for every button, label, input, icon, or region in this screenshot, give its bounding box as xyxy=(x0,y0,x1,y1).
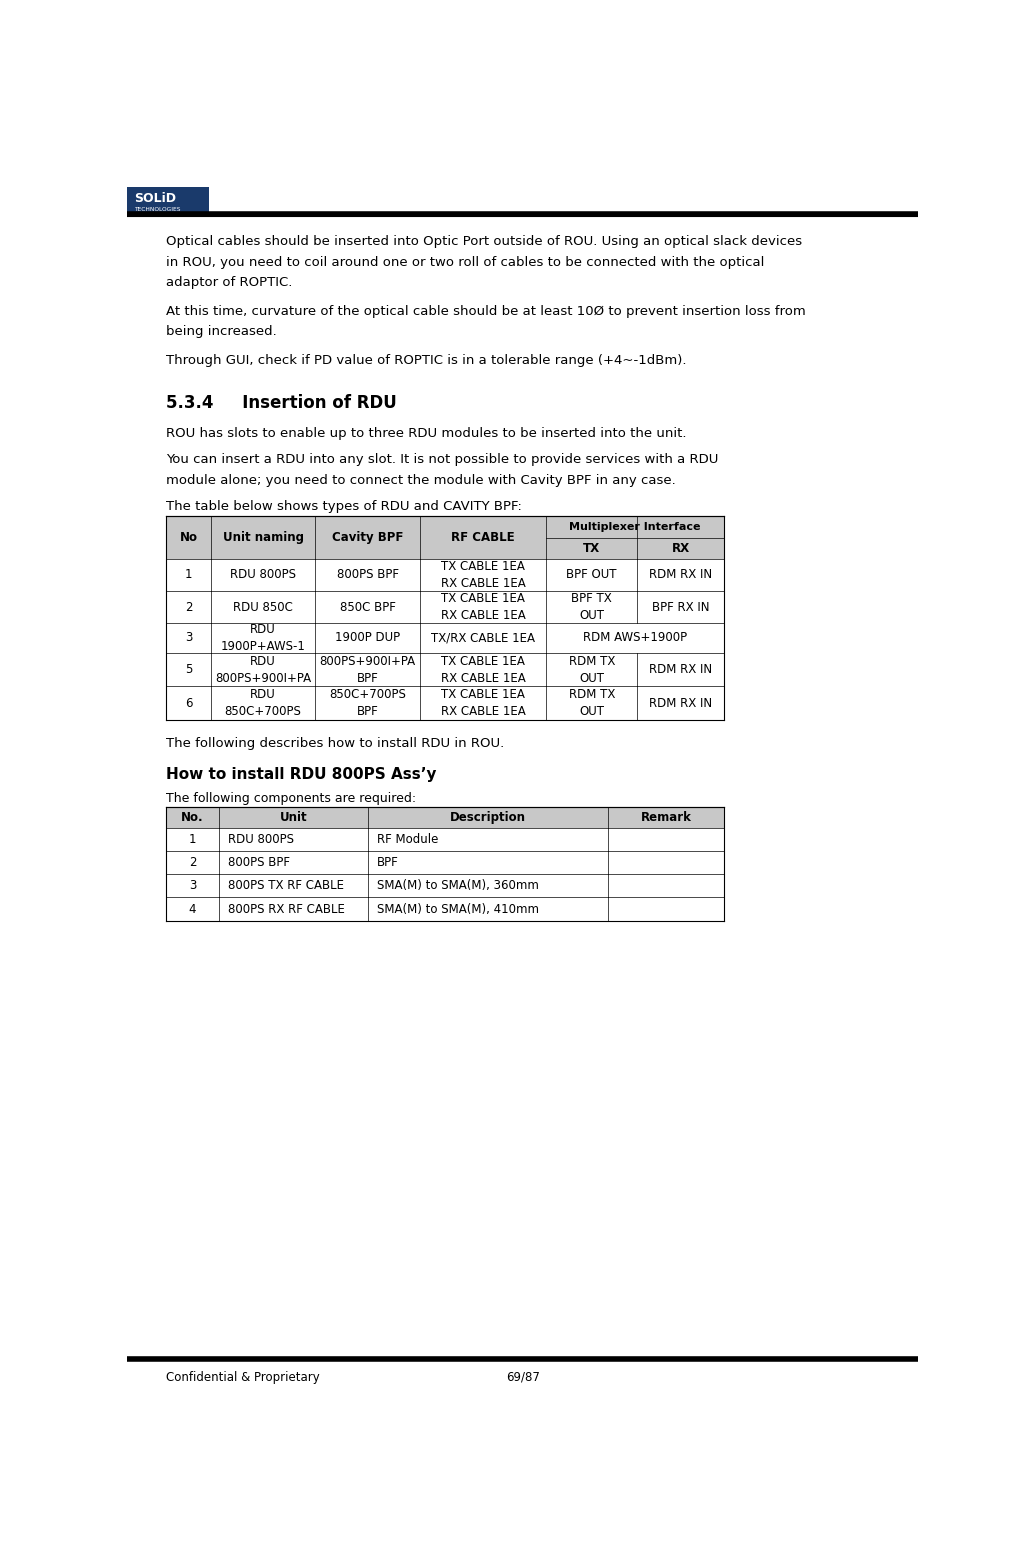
Text: 2: 2 xyxy=(184,601,193,614)
FancyBboxPatch shape xyxy=(166,653,723,686)
Text: Remark: Remark xyxy=(640,811,691,825)
Text: Unit: Unit xyxy=(279,811,307,825)
Text: 3: 3 xyxy=(184,631,193,645)
Text: 6: 6 xyxy=(184,697,193,709)
Text: 5: 5 xyxy=(184,662,193,676)
Text: Optical cables should be inserted into Optic Port outside of ROU. Using an optic: Optical cables should be inserted into O… xyxy=(166,236,802,248)
Text: How to install RDU 800PS Ass’y: How to install RDU 800PS Ass’y xyxy=(166,767,436,781)
Text: 5.3.4     Insertion of RDU: 5.3.4 Insertion of RDU xyxy=(166,394,396,412)
Text: At this time, curvature of the optical cable should be at least 10Ø to prevent i: At this time, curvature of the optical c… xyxy=(166,305,805,317)
FancyBboxPatch shape xyxy=(127,187,209,212)
Text: in ROU, you need to coil around one or two roll of cables to be connected with t: in ROU, you need to coil around one or t… xyxy=(166,256,764,269)
Text: TECHNOLOGIES: TECHNOLOGIES xyxy=(133,206,180,212)
FancyBboxPatch shape xyxy=(166,828,723,851)
FancyBboxPatch shape xyxy=(166,808,723,828)
FancyBboxPatch shape xyxy=(166,559,723,590)
Text: 1: 1 xyxy=(189,833,196,847)
Text: 800PS BPF: 800PS BPF xyxy=(336,569,398,581)
Text: 69/87: 69/87 xyxy=(505,1371,539,1384)
Text: RDU 800PS: RDU 800PS xyxy=(230,569,296,581)
FancyBboxPatch shape xyxy=(166,515,723,539)
Text: RDU
800PS+900I+PA: RDU 800PS+900I+PA xyxy=(215,654,311,684)
Text: TX CABLE 1EA
RX CABLE 1EA: TX CABLE 1EA RX CABLE 1EA xyxy=(440,689,525,719)
Text: RDU 800PS: RDU 800PS xyxy=(228,833,293,847)
Text: 800PS RX RF CABLE: 800PS RX RF CABLE xyxy=(228,903,344,915)
Text: RDM TX
OUT: RDM TX OUT xyxy=(568,689,614,719)
Text: RDM RX IN: RDM RX IN xyxy=(649,569,711,581)
FancyBboxPatch shape xyxy=(166,875,723,898)
Text: TX: TX xyxy=(583,542,600,555)
Text: No: No xyxy=(179,531,198,544)
Text: SMA(M) to SMA(M), 410mm: SMA(M) to SMA(M), 410mm xyxy=(377,903,538,915)
Text: Multiplexer Interface: Multiplexer Interface xyxy=(569,522,700,533)
Text: Unit naming: Unit naming xyxy=(222,531,304,544)
Text: No.: No. xyxy=(181,811,204,825)
Text: You can insert a RDU into any slot. It is not possible to provide services with : You can insert a RDU into any slot. It i… xyxy=(166,453,718,465)
Text: 850C+700PS
BPF: 850C+700PS BPF xyxy=(329,689,406,719)
Text: RDM RX IN: RDM RX IN xyxy=(649,697,711,709)
Text: BPF TX
OUT: BPF TX OUT xyxy=(571,592,611,622)
Text: 4: 4 xyxy=(189,903,196,915)
Text: RDU 850C: RDU 850C xyxy=(233,601,292,614)
Text: Cavity BPF: Cavity BPF xyxy=(332,531,404,544)
Text: 3: 3 xyxy=(189,879,196,892)
Text: BPF OUT: BPF OUT xyxy=(566,569,616,581)
Text: RX: RX xyxy=(672,542,689,555)
Text: The table below shows types of RDU and CAVITY BPF:: The table below shows types of RDU and C… xyxy=(166,500,522,514)
Text: The following describes how to install RDU in ROU.: The following describes how to install R… xyxy=(166,737,504,750)
Text: 2: 2 xyxy=(189,856,196,870)
Text: adaptor of ROPTIC.: adaptor of ROPTIC. xyxy=(166,276,292,289)
Text: 800PS+900I+PA
BPF: 800PS+900I+PA BPF xyxy=(319,654,416,684)
Text: RF CABLE: RF CABLE xyxy=(451,531,515,544)
Text: 1900P DUP: 1900P DUP xyxy=(335,631,399,645)
Text: Description: Description xyxy=(449,811,526,825)
FancyBboxPatch shape xyxy=(166,898,723,920)
Text: TX CABLE 1EA
RX CABLE 1EA: TX CABLE 1EA RX CABLE 1EA xyxy=(440,559,525,590)
Text: 1: 1 xyxy=(184,569,193,581)
Text: TX/RX CABLE 1EA: TX/RX CABLE 1EA xyxy=(431,631,535,645)
Text: RDU
1900P+AWS-1: RDU 1900P+AWS-1 xyxy=(220,623,306,653)
FancyBboxPatch shape xyxy=(166,623,723,653)
FancyBboxPatch shape xyxy=(166,851,723,875)
Text: TX CABLE 1EA
RX CABLE 1EA: TX CABLE 1EA RX CABLE 1EA xyxy=(440,654,525,684)
Text: Through GUI, check if PD value of ROPTIC is in a tolerable range (+4~-1dBm).: Through GUI, check if PD value of ROPTIC… xyxy=(166,353,686,367)
Text: RDM RX IN: RDM RX IN xyxy=(649,662,711,676)
Text: BPF: BPF xyxy=(377,856,398,870)
FancyBboxPatch shape xyxy=(166,686,723,720)
Text: 850C BPF: 850C BPF xyxy=(339,601,395,614)
Text: BPF RX IN: BPF RX IN xyxy=(651,601,709,614)
Text: RDM TX
OUT: RDM TX OUT xyxy=(568,654,614,684)
Text: ROU has slots to enable up to three RDU modules to be inserted into the unit.: ROU has slots to enable up to three RDU … xyxy=(166,426,686,439)
Text: module alone; you need to connect the module with Cavity BPF in any case.: module alone; you need to connect the mo… xyxy=(166,473,676,487)
Text: RF Module: RF Module xyxy=(377,833,438,847)
FancyBboxPatch shape xyxy=(166,590,723,623)
Text: Confidential & Proprietary: Confidential & Proprietary xyxy=(166,1371,320,1384)
Text: RDU
850C+700PS: RDU 850C+700PS xyxy=(224,689,302,719)
Text: SMA(M) to SMA(M), 360mm: SMA(M) to SMA(M), 360mm xyxy=(377,879,538,892)
Text: The following components are required:: The following components are required: xyxy=(166,792,416,804)
Text: RDM AWS+1900P: RDM AWS+1900P xyxy=(583,631,687,645)
FancyBboxPatch shape xyxy=(166,539,723,559)
Text: 800PS BPF: 800PS BPF xyxy=(228,856,290,870)
Text: 800PS TX RF CABLE: 800PS TX RF CABLE xyxy=(228,879,344,892)
Text: TX CABLE 1EA
RX CABLE 1EA: TX CABLE 1EA RX CABLE 1EA xyxy=(440,592,525,622)
Text: SOLiD: SOLiD xyxy=(133,192,175,205)
Text: being increased.: being increased. xyxy=(166,325,277,337)
